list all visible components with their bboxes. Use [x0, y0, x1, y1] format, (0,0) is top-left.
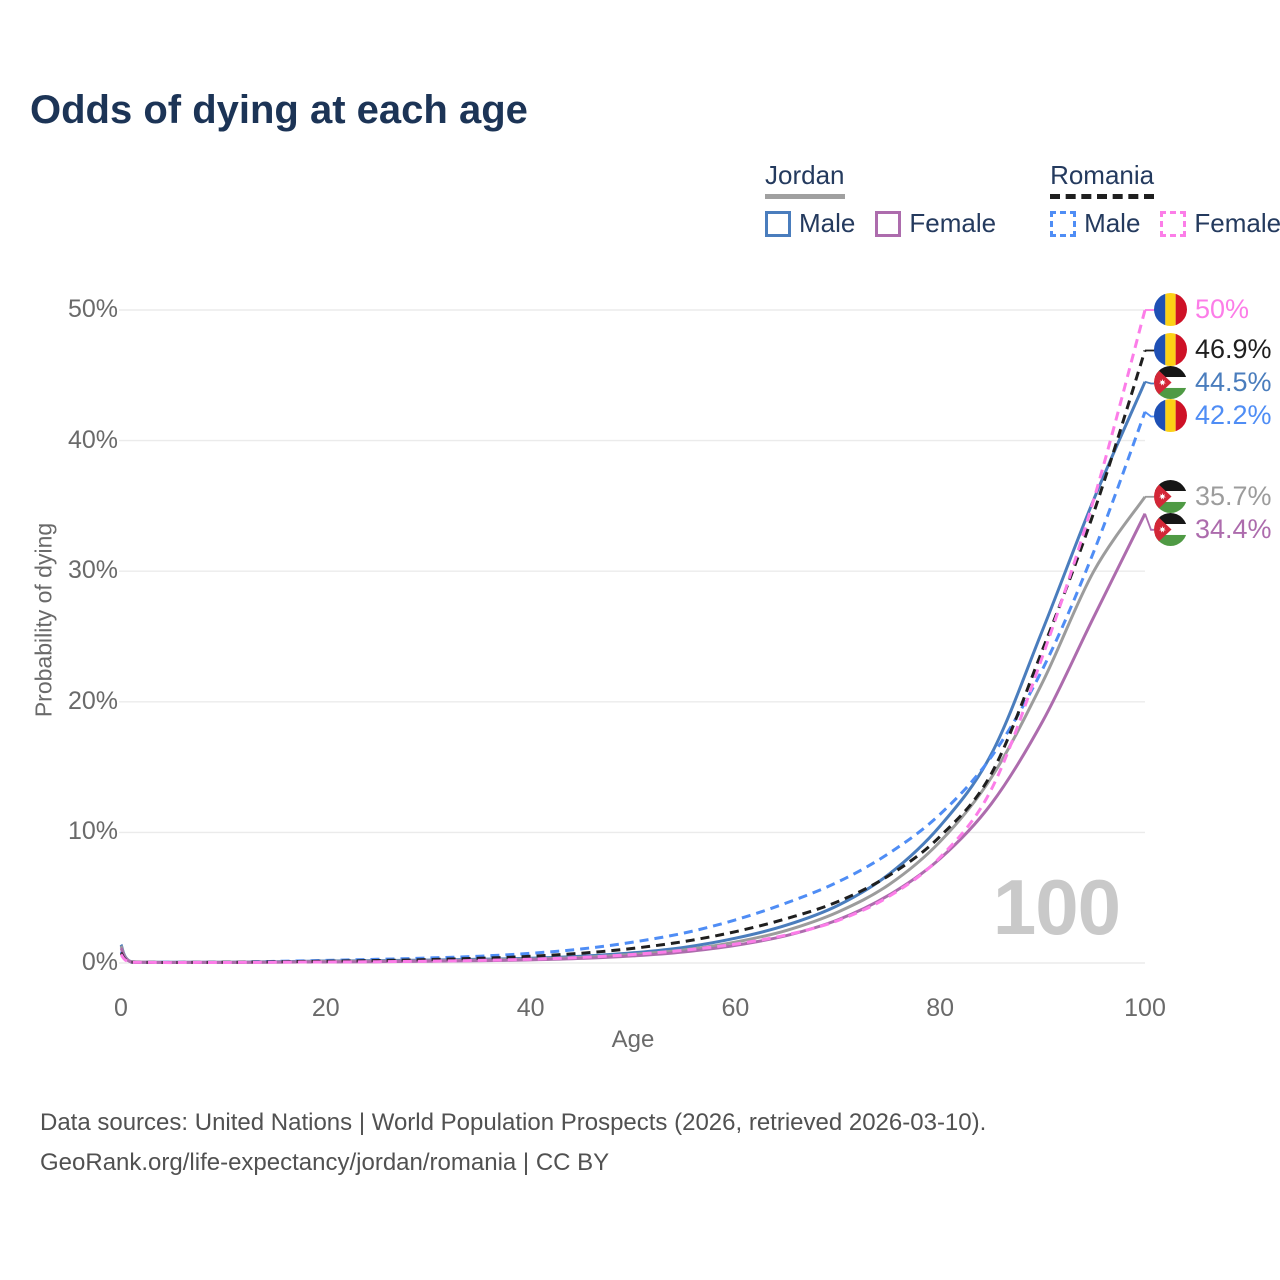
y-tick-label: 0%: [81, 948, 118, 976]
x-tick-label: 40: [516, 994, 545, 1022]
end-label-romania-total: 46.9%: [1154, 333, 1272, 367]
legend-item-jordan-male[interactable]: Male: [765, 208, 855, 239]
end-label-jordan-total: 35.7%: [1154, 479, 1272, 513]
footer-data-sources: Data sources: United Nations | World Pop…: [40, 1109, 987, 1136]
end-label-value: 46.9%: [1195, 334, 1272, 365]
series-line-romania-female: [119, 309, 1147, 965]
x-tick-label: 20: [311, 994, 340, 1022]
romania-flag-icon: [1154, 399, 1187, 433]
y-tick-label: 40%: [67, 425, 118, 454]
legend-country-jordan: Jordan: [765, 160, 845, 199]
end-label-jordan-male: 44.5%: [1154, 366, 1272, 400]
legend-item-romania-male[interactable]: Male: [1050, 208, 1140, 239]
x-tick-label: 80: [926, 994, 955, 1022]
legend-swatch-jordan-male: [765, 210, 791, 237]
jordan-flag-icon: [1154, 479, 1187, 513]
legend-item-label: Female: [909, 208, 997, 238]
legend-swatch-romania-male: [1050, 210, 1077, 237]
end-label-value: 42.2%: [1195, 400, 1272, 431]
legend-item-label: Female: [1194, 208, 1280, 238]
legend-items: Male Female: [1050, 208, 1280, 239]
end-label-value: 44.5%: [1195, 367, 1272, 398]
chart-title: Odds of dying at each age: [30, 88, 528, 132]
chart-footer: Data sources: United Nations | World Pop…: [40, 1103, 986, 1183]
jordan-flag-icon: [1154, 512, 1187, 546]
y-tick-label: 30%: [67, 556, 118, 585]
end-label-jordan-female: 34.4%: [1154, 512, 1272, 546]
x-tick-label: 60: [721, 994, 750, 1022]
legend-item-label: Male: [799, 208, 856, 238]
x-tick-label: 0: [114, 994, 128, 1022]
legend-item-jordan-female[interactable]: Female: [875, 208, 996, 239]
y-tick-label: 50%: [67, 295, 118, 323]
y-tick-label: 20%: [67, 686, 118, 715]
legend-item-label: Male: [1084, 208, 1141, 238]
jordan-flag-icon: [1154, 366, 1187, 400]
x-axis-title: Age: [611, 1026, 655, 1053]
end-label-romania-male: 42.2%: [1154, 399, 1272, 433]
footer-attribution: GeoRank.org/life-expectancy/jordan/roman…: [40, 1149, 610, 1177]
legend-swatch-romania-female: [1160, 210, 1187, 237]
legend-country-romania: Romania: [1050, 160, 1155, 199]
romania-flag-icon: [1154, 333, 1187, 367]
romania-flag-icon: [1154, 293, 1187, 326]
end-label-value: 50%: [1195, 294, 1250, 324]
legend-group-romania: Romania Male Female: [1050, 160, 1280, 239]
end-label-value: 35.7%: [1195, 480, 1272, 511]
end-label-romania-female: 50%: [1154, 293, 1249, 326]
y-tick-label: 10%: [67, 817, 118, 846]
legend-item-romania-female[interactable]: Female: [1160, 208, 1280, 239]
legend-items: Male Female: [765, 208, 996, 239]
series-line-romania-male: [119, 411, 1147, 964]
end-label-value: 34.4%: [1195, 513, 1272, 544]
age-watermark: 100: [992, 863, 1121, 951]
legend-swatch-jordan-female: [875, 210, 902, 237]
x-tick-label: 100: [1124, 994, 1166, 1022]
legend-group-jordan: Jordan Male Female: [765, 160, 996, 239]
chart-legend: Jordan Male Female Romania Male Female: [765, 160, 1280, 239]
